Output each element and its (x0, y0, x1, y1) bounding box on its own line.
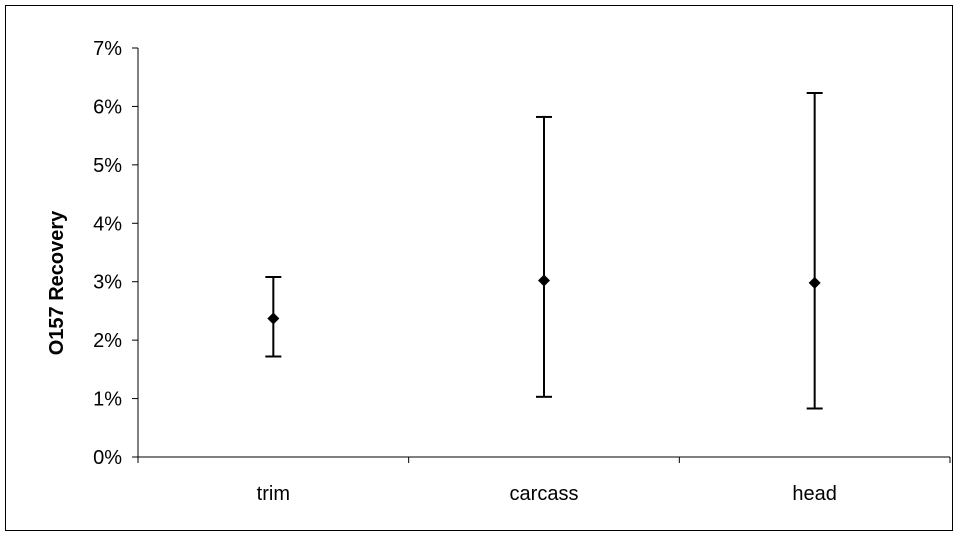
y-tick-label: 1% (93, 389, 122, 411)
data-point-diamond (267, 312, 280, 325)
y-tick-label: 0% (93, 447, 122, 469)
y-tick-label: 2% (93, 330, 122, 352)
data-point-diamond (538, 274, 550, 287)
data-point-diamond (808, 276, 821, 289)
y-tick-label: 5% (93, 155, 122, 177)
y-tick-label: 4% (93, 213, 122, 235)
y-axis-title: O157 Recovery (46, 210, 68, 355)
x-category-label: carcass (510, 483, 579, 505)
y-tick-label: 6% (93, 96, 122, 118)
chart-frame (5, 5, 953, 531)
data-marks (265, 91, 823, 410)
x-category-label: trim (257, 483, 290, 505)
y-tick-label: 3% (93, 272, 122, 294)
axes: 0% 1% 2% 3% 4% 5% 6% 7% trim carcass head (93, 38, 951, 505)
x-category-label: head (792, 483, 837, 505)
y-tick-label: 7% (93, 38, 122, 60)
